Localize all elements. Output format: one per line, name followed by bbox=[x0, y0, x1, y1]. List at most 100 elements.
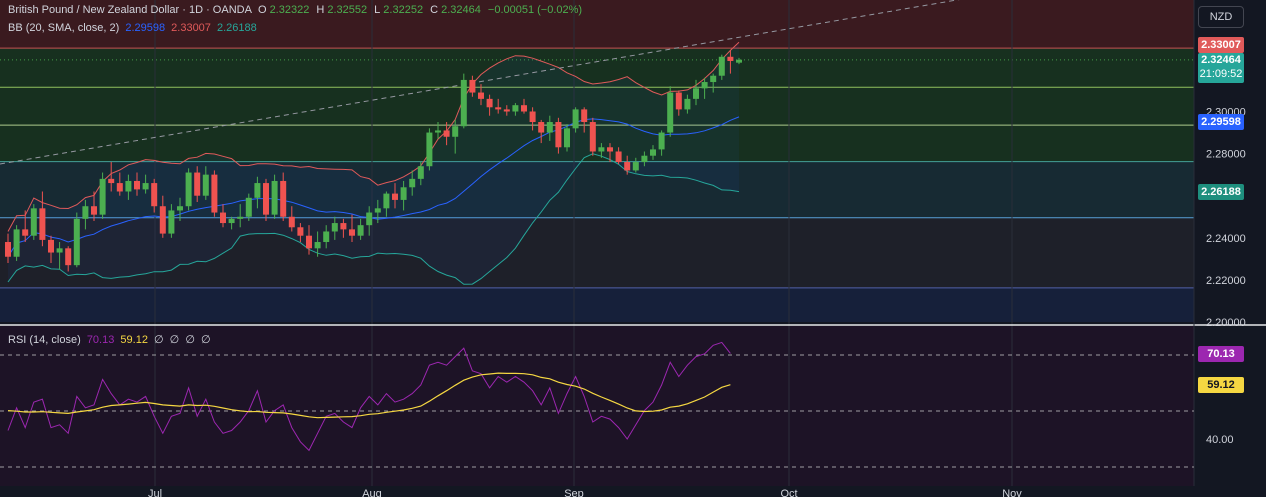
candle-body bbox=[512, 105, 519, 112]
time-axis-background bbox=[0, 486, 1266, 497]
candle-body bbox=[331, 223, 338, 232]
bb-label: BB (20, SMA, close, 2) bbox=[8, 22, 120, 34]
bb-lower-value: 2.26188 bbox=[216, 22, 257, 34]
candle-body bbox=[392, 193, 398, 200]
candle-body bbox=[271, 180, 278, 215]
resistance-zone bbox=[0, 0, 1194, 49]
price-tick-label: 2.22000 bbox=[1206, 275, 1246, 287]
candle-body bbox=[159, 206, 166, 234]
candle-body bbox=[589, 122, 596, 152]
candle-body bbox=[607, 147, 613, 152]
rsi-line bbox=[7, 341, 731, 452]
green-zone bbox=[0, 48, 1194, 162]
candle-body bbox=[340, 223, 347, 230]
candle-body bbox=[22, 229, 29, 236]
candle-body bbox=[194, 172, 201, 196]
rsi-legend[interactable]: RSI (14, close) 70.13 59.12 ∅ ∅ ∅ ∅ bbox=[8, 333, 214, 346]
time-axis-label: Sep bbox=[564, 488, 584, 497]
change-value: −0.00051 (−0.02%) bbox=[487, 4, 583, 16]
rsi-ma-badge: 59.12 bbox=[1198, 377, 1244, 393]
candle-body bbox=[615, 151, 622, 163]
candle-body bbox=[220, 212, 226, 224]
candle-body bbox=[263, 183, 269, 215]
candle-body bbox=[572, 109, 579, 129]
candle-body bbox=[400, 187, 407, 200]
open-label: O bbox=[258, 4, 267, 16]
candle-body bbox=[503, 109, 510, 112]
candle-body bbox=[56, 248, 63, 253]
candle-body bbox=[452, 126, 459, 137]
candle-body bbox=[581, 109, 588, 123]
rsi-extra-1: ∅ bbox=[154, 334, 164, 346]
open-value: 2.32322 bbox=[269, 4, 310, 16]
candle-body bbox=[185, 172, 192, 207]
bb-basis-value: 2.29598 bbox=[125, 22, 166, 34]
candle-body bbox=[460, 79, 467, 127]
candle-body bbox=[710, 75, 717, 83]
bb-upper-value: 2.33007 bbox=[171, 22, 211, 34]
candle-body bbox=[684, 98, 691, 110]
candle-body bbox=[357, 225, 364, 236]
candle-body bbox=[177, 206, 183, 211]
time-axis-label: Nov bbox=[1002, 488, 1022, 497]
symbol-title[interactable]: British Pound / New Zealand Dollar · 1D … bbox=[8, 4, 252, 16]
rsi-ma-value: 59.12 bbox=[120, 334, 148, 346]
candle-body bbox=[142, 183, 149, 190]
candle-body bbox=[306, 235, 312, 249]
rsi-value: 70.13 bbox=[86, 334, 115, 346]
bb-basis-badge: 2.29598 bbox=[1198, 114, 1244, 130]
candle-body bbox=[73, 218, 80, 266]
time-axis-label: Aug bbox=[362, 488, 382, 497]
low-label: L bbox=[374, 4, 381, 16]
candle-body bbox=[349, 229, 355, 236]
rsi-extra-2: ∅ bbox=[169, 334, 180, 346]
candle-body bbox=[237, 216, 244, 219]
candle-body bbox=[718, 56, 725, 76]
candle-body bbox=[701, 82, 708, 89]
trendline bbox=[0, 0, 960, 165]
candle-body bbox=[564, 128, 570, 148]
candle-body bbox=[323, 231, 330, 243]
low-value: 2.32252 bbox=[383, 4, 424, 16]
rsi-ma-line bbox=[7, 372, 731, 419]
candle-body bbox=[383, 193, 390, 209]
candle-body bbox=[650, 149, 656, 156]
bb-legend[interactable]: BB (20, SMA, close, 2) 2.29598 2.33007 2… bbox=[8, 22, 260, 34]
rsi-tick-label: 40.00 bbox=[1206, 434, 1234, 446]
candle-body bbox=[486, 98, 493, 108]
time-axis-label: Oct bbox=[780, 488, 797, 497]
price-tick-label: 2.24000 bbox=[1206, 233, 1246, 245]
candle-body bbox=[529, 111, 536, 123]
candle-body bbox=[211, 174, 218, 213]
bb-band-fill bbox=[8, 42, 739, 285]
countdown-value: 21:09:52 bbox=[1199, 68, 1243, 80]
candle-body bbox=[598, 147, 605, 152]
candle-body bbox=[297, 227, 304, 236]
candle-body bbox=[521, 105, 527, 112]
candle-body bbox=[538, 122, 545, 133]
candle-body bbox=[288, 216, 295, 228]
currency-button[interactable]: NZD bbox=[1198, 6, 1244, 28]
candle-body bbox=[151, 183, 158, 207]
candle-body bbox=[82, 206, 89, 219]
candle-body bbox=[168, 210, 175, 234]
candle-body bbox=[202, 174, 209, 196]
rsi-extra-4: ∅ bbox=[200, 334, 211, 346]
candle-body bbox=[443, 130, 450, 137]
rsi-extra-3: ∅ bbox=[185, 334, 195, 346]
candle-body bbox=[624, 162, 631, 171]
candle-body bbox=[693, 88, 699, 99]
candle-body bbox=[13, 229, 20, 257]
candle-body bbox=[675, 92, 682, 110]
candle-body bbox=[30, 208, 37, 236]
candle-body bbox=[116, 183, 123, 192]
candle-body bbox=[39, 208, 46, 240]
bb-lower-badge: 2.26188 bbox=[1198, 184, 1244, 200]
price-tick-label: 2.20000 bbox=[1206, 317, 1246, 329]
candle-body bbox=[374, 208, 381, 213]
candle-body bbox=[478, 92, 484, 99]
candle-body bbox=[99, 178, 106, 215]
candle-body bbox=[667, 92, 674, 133]
candle-body bbox=[254, 183, 261, 198]
